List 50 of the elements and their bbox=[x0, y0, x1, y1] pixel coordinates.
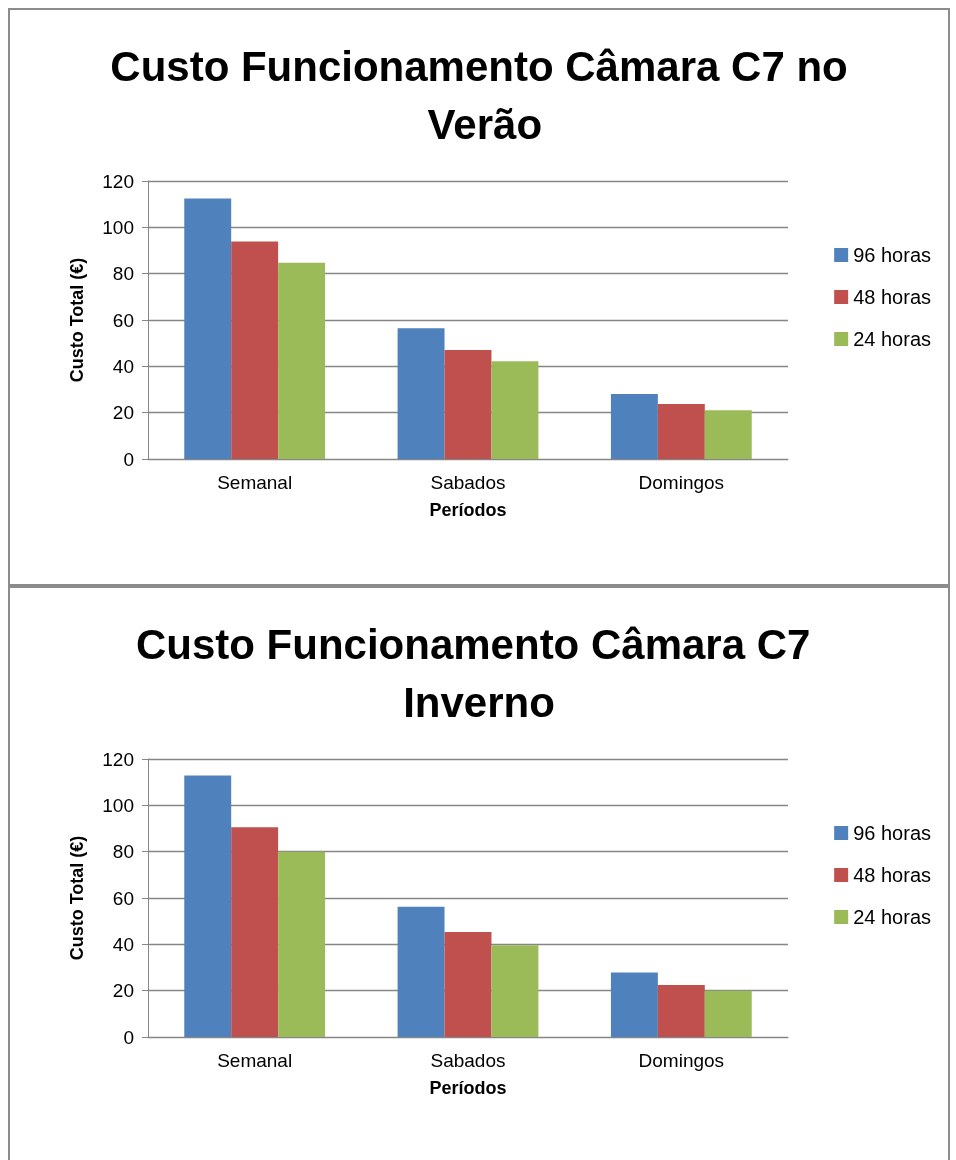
bar bbox=[184, 775, 232, 1037]
x-tick-label: Sabados bbox=[430, 1050, 506, 1071]
bar bbox=[491, 945, 539, 1037]
y-axis-title: Custo Total (€) bbox=[67, 835, 87, 961]
bar bbox=[278, 851, 326, 1037]
x-tick-label: Sabados bbox=[430, 472, 506, 493]
bar bbox=[397, 328, 445, 459]
bar bbox=[704, 990, 752, 1037]
legend-label: 24 horas bbox=[853, 328, 932, 350]
bar bbox=[657, 985, 705, 1037]
y-tick-label: 0 bbox=[123, 448, 134, 470]
y-tick-label: 120 bbox=[102, 170, 134, 192]
bar bbox=[444, 932, 492, 1037]
y-tick-label: 100 bbox=[102, 794, 134, 816]
y-tick-label: 120 bbox=[102, 748, 134, 770]
y-tick-label: 60 bbox=[112, 887, 134, 909]
bar bbox=[704, 410, 752, 459]
y-axis-title: Custo Total (€) bbox=[67, 257, 87, 383]
bar bbox=[610, 393, 658, 459]
bar bbox=[397, 906, 445, 1037]
legend-label: 96 horas bbox=[853, 822, 932, 844]
legend-label: 24 horas bbox=[853, 906, 932, 928]
x-axis-title: Períodos bbox=[429, 1078, 507, 1098]
chart-title: Custo Funcionamento Câmara C7 no Verão bbox=[110, 42, 848, 148]
legend-label: 48 horas bbox=[853, 864, 932, 886]
x-axis-title: Períodos bbox=[429, 500, 507, 520]
y-tick-label: 80 bbox=[112, 263, 134, 285]
x-tick-label: Semanal bbox=[217, 1050, 293, 1071]
bar bbox=[444, 349, 492, 459]
y-tick-label: 20 bbox=[112, 980, 134, 1002]
bar bbox=[184, 198, 232, 459]
legend-label: 48 horas bbox=[853, 286, 932, 308]
chart-title: Custo Funcionamento Câmara C7 Inverno bbox=[135, 620, 823, 726]
y-tick-label: 40 bbox=[112, 355, 134, 377]
y-tick-label: 60 bbox=[112, 309, 134, 331]
bar bbox=[231, 241, 279, 459]
y-tick-label: 40 bbox=[112, 933, 134, 955]
bar bbox=[491, 361, 539, 459]
legend-label: 96 horas bbox=[853, 244, 932, 266]
y-tick-label: 100 bbox=[102, 216, 134, 238]
x-tick-label: Semanal bbox=[217, 472, 293, 493]
bar bbox=[610, 972, 658, 1037]
y-tick-label: 20 bbox=[112, 402, 134, 424]
bar bbox=[657, 404, 705, 459]
x-tick-label: Domingos bbox=[638, 1050, 725, 1071]
bar bbox=[278, 262, 326, 459]
y-tick-label: 0 bbox=[123, 1026, 134, 1048]
bar bbox=[231, 827, 279, 1037]
x-tick-label: Domingos bbox=[638, 472, 725, 493]
y-tick-label: 80 bbox=[112, 841, 134, 863]
